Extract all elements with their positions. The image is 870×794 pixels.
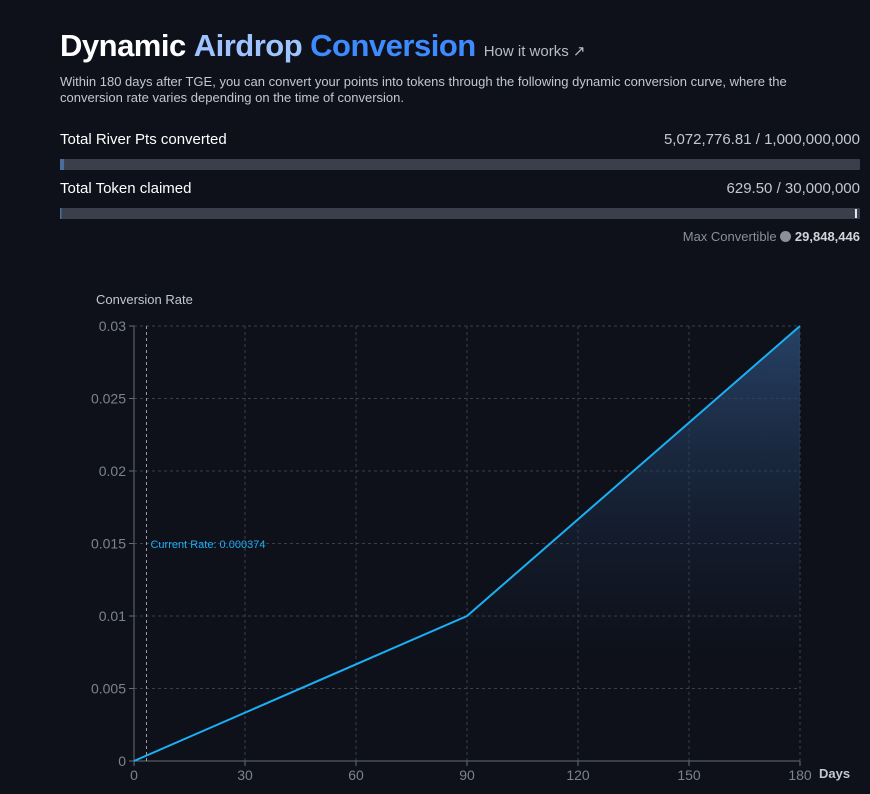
current-rate-label: Current Rate: 0.000374 [150,539,265,551]
how-it-works-link[interactable]: How it works ↗ [483,43,586,60]
description: Within 180 days after TGE, you can conve… [60,74,787,105]
title: Dynamic Airdrop Conversion How it works ↗ [60,28,593,64]
amount: 629.50 [726,180,773,197]
y-axis-label: Conversion Rate [96,292,193,307]
amount: 5,072,776.81 [663,131,752,148]
x-tick-label: 30 [237,767,253,783]
amount-total: 30,000,000 [784,180,860,197]
max-convertible: Max Convertible 29,848,446 [683,229,860,244]
separator: / [776,180,781,197]
progress-fill [60,208,62,219]
row-label: Total Token claimed [60,180,192,197]
y-tick-label: 0.025 [91,391,126,407]
y-tick-label: 0.01 [99,608,126,624]
y-tick-label: 0.015 [91,536,126,552]
x-tick-label: 0 [130,767,138,783]
y-tick-label: 0.02 [99,463,126,479]
x-tick-label: 120 [566,767,590,783]
amount-total: 1,000,000,000 [764,131,860,148]
x-tick-label: 150 [677,767,701,783]
row-amount: 629.50 / 30,000,000 [727,180,860,197]
area [134,326,800,761]
row-amount: 5,072,776.81 / 1,000,000,000 [664,131,860,148]
y-tick-label: 0.005 [91,681,126,697]
max-label: Max Convertible [682,229,777,244]
max-marker [854,209,857,218]
x-tick-label: 180 [788,767,812,783]
y-tick-label: 0 [118,753,126,769]
title-word: Dynamic [60,28,186,63]
x-tick-label: 90 [459,767,475,783]
max-value: 29,848,446 [794,229,860,244]
y-tick-label: 0.03 [99,318,126,334]
title-word: Airdrop [193,28,303,63]
info-icon[interactable] [780,231,792,242]
progress-track [60,159,860,170]
separator: / [755,131,760,148]
progress-track [60,208,860,219]
line [133,325,801,762]
x-tick-label: 60 [348,767,364,783]
x-axis-label: Days [819,766,850,781]
title-word: Conversion [310,28,476,63]
row-label: Total River Pts converted [60,131,227,148]
progress-fill [60,159,65,170]
